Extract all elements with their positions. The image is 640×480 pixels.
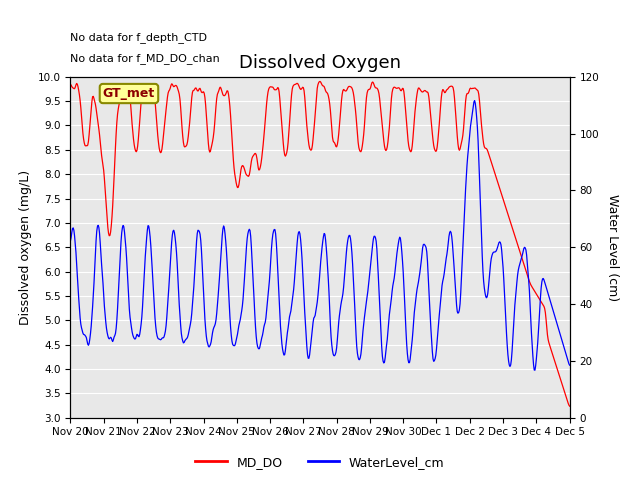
WaterLevel_cm (67, 238, 74, 244)
MD_DO (566, 403, 573, 409)
WaterLevel_cm (566, 362, 573, 368)
Text: No data for f_depth_CTD: No data for f_depth_CTD (70, 33, 207, 43)
MD_DO (312, 101, 320, 107)
WaterLevel_cm (176, 312, 184, 318)
WaterLevel_cm (410, 319, 417, 324)
Line: MD_DO: MD_DO (70, 82, 570, 406)
Text: No data for f_MD_DO_chan: No data for f_MD_DO_chan (70, 53, 220, 64)
Line: WaterLevel_cm: WaterLevel_cm (70, 101, 570, 370)
MD_DO (361, 113, 369, 119)
MD_DO (176, 96, 184, 102)
MD_DO (316, 79, 324, 84)
WaterLevel_cm (521, 244, 529, 250)
Y-axis label: Dissolved oxygen (mg/L): Dissolved oxygen (mg/L) (19, 169, 32, 325)
MD_DO (198, 89, 205, 95)
MD_DO (521, 264, 529, 269)
WaterLevel_cm (471, 98, 479, 104)
MD_DO (410, 117, 418, 123)
Text: GT_met: GT_met (103, 87, 155, 100)
Title: Dissolved Oxygen: Dissolved Oxygen (239, 54, 401, 72)
WaterLevel_cm (360, 315, 368, 321)
Legend: MD_DO, WaterLevel_cm: MD_DO, WaterLevel_cm (190, 451, 450, 474)
MD_DO (67, 81, 74, 87)
Y-axis label: Water Level (cm): Water Level (cm) (605, 193, 618, 301)
WaterLevel_cm (312, 309, 320, 314)
WaterLevel_cm (198, 247, 205, 253)
WaterLevel_cm (531, 367, 539, 373)
